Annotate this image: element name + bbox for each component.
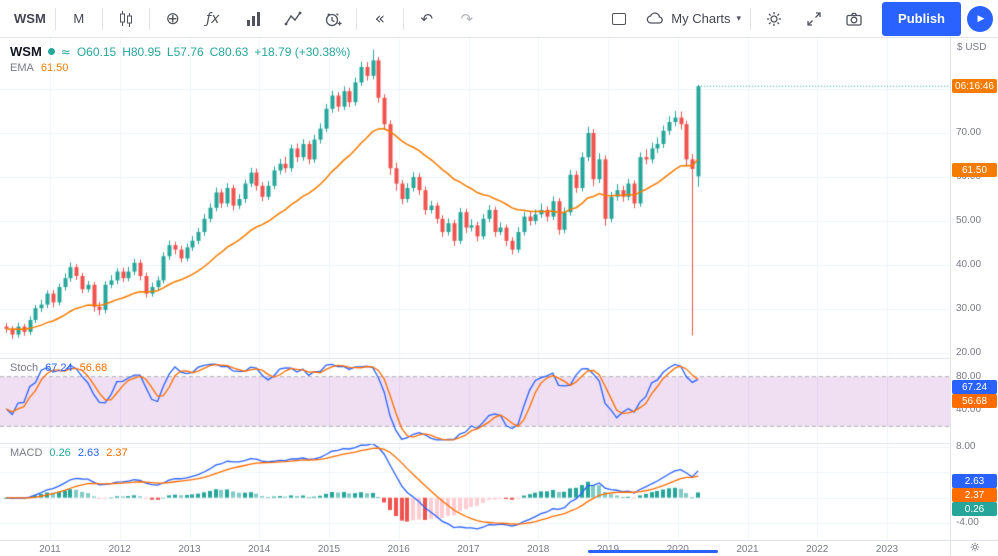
alert-button[interactable] (313, 4, 353, 34)
time-axis-label: 2015 (317, 544, 341, 555)
bottom-highlight-bar (588, 550, 718, 553)
compare-button[interactable]: ⊕ (153, 4, 193, 34)
fx-indicators-icon: ƒx (206, 10, 220, 27)
toolbar-divider (750, 7, 752, 30)
compare-plus-icon: ⊕ (165, 8, 180, 29)
interval-button[interactable]: M (73, 11, 85, 26)
price-axis-label: 70.00 (956, 127, 982, 138)
rewind-icon: « (374, 8, 385, 29)
time-axis-label: 2023 (875, 544, 899, 555)
indicators-button[interactable]: ƒx (193, 4, 233, 34)
cloud-icon (645, 9, 665, 29)
line-tools-button[interactable] (273, 4, 313, 34)
time-axis-label: 2013 (178, 544, 201, 555)
macd-line-badge: 2.63 (952, 474, 997, 488)
time-axis-label: 2020 (667, 544, 689, 555)
macd-hist-badge: 0.26 (952, 502, 997, 516)
countdown-badge: 06:16:46 (952, 79, 997, 94)
axis-settings-corner[interactable] (950, 540, 998, 556)
time-axis-label: 2022 (806, 544, 829, 555)
ema-badge: 61.50 (952, 163, 997, 178)
symbol-search-button[interactable]: WSM (14, 11, 46, 26)
fullscreen-button[interactable] (794, 4, 834, 34)
publish-button[interactable]: Publish (882, 1, 961, 36)
price-axis[interactable]: $ USD 70.0060.0050.0040.0030.0020.0080.0… (950, 38, 998, 540)
toolbar-divider (101, 7, 103, 30)
undo-button[interactable]: ↶ (407, 4, 447, 34)
gear-icon (764, 9, 784, 29)
chevron-down-icon: ▾ (736, 13, 742, 24)
camera-icon (844, 9, 864, 29)
time-axis-label: 2017 (457, 544, 480, 555)
undo-icon: ↶ (420, 9, 434, 28)
time-axis-label: 2018 (527, 544, 550, 555)
snapshot-button[interactable] (834, 4, 874, 34)
toolbar-divider (402, 7, 404, 30)
redo-icon: ↷ (460, 9, 474, 28)
price-axis-label: 40.00 (956, 259, 982, 270)
top-toolbar: WSM M ⊕ ƒx (0, 0, 998, 38)
toolbar-divider (54, 7, 56, 30)
time-axis[interactable]: 2011 2012 2013 2014 2015 2016 2017 2018 2019 2020… (0, 540, 950, 556)
my-charts-button[interactable]: My Charts ▾ (639, 4, 747, 34)
price-axis-label: 80.00 (956, 370, 982, 382)
chart-settings-button[interactable] (754, 4, 794, 34)
chart-canvas[interactable] (0, 38, 950, 540)
currency-label: $ USD (957, 42, 987, 53)
macd-signal-badge: 2.37 (952, 488, 997, 502)
candles-icon (116, 9, 136, 29)
stoch-k-badge: 67.24 (952, 380, 997, 395)
layout-grid-icon (609, 9, 629, 29)
toolbar-arrow-button[interactable]: ▶ (967, 5, 993, 32)
time-axis-label: 2019 (597, 544, 619, 555)
price-axis-label: 50.00 (956, 215, 982, 226)
toolbar-divider (355, 7, 357, 30)
zigzag-line-icon (283, 9, 303, 29)
layout-button[interactable] (599, 4, 639, 34)
price-axis-label: 40.00 (956, 403, 982, 415)
my-charts-label: My Charts (671, 11, 731, 26)
chart-area: WSM ≈ O60.15 H80.95 L57.76 C80.63 +18.79… (0, 38, 998, 540)
toolbar-divider (148, 7, 150, 30)
price-axis-label: 8.00 (956, 441, 976, 452)
expand-icon (804, 9, 824, 29)
time-axis-label: 2016 (387, 544, 410, 555)
columns-chart-icon (243, 9, 263, 29)
bar-replay-button[interactable]: « (360, 4, 400, 34)
price-axis-label: -4.00 (956, 516, 979, 528)
time-axis-label: 2014 (248, 544, 271, 555)
price-axis-label: 30.00 (956, 303, 982, 314)
templates-button[interactable] (233, 4, 273, 34)
price-axis-label: 20.00 (956, 347, 982, 358)
small-gear-icon (969, 540, 981, 556)
redo-button[interactable]: ↷ (447, 4, 487, 34)
stoch-d-badge: 56.68 (952, 394, 997, 409)
play-arrow-icon: ▶ (977, 13, 985, 24)
chart-style-button[interactable] (106, 4, 146, 34)
legend-symbol[interactable]: WSM (10, 44, 42, 59)
time-axis-label: 2011 (39, 544, 61, 555)
alarm-clock-plus-icon (323, 9, 343, 29)
time-axis-label: 2021 (736, 544, 759, 555)
time-axis-label: 2012 (108, 544, 131, 555)
